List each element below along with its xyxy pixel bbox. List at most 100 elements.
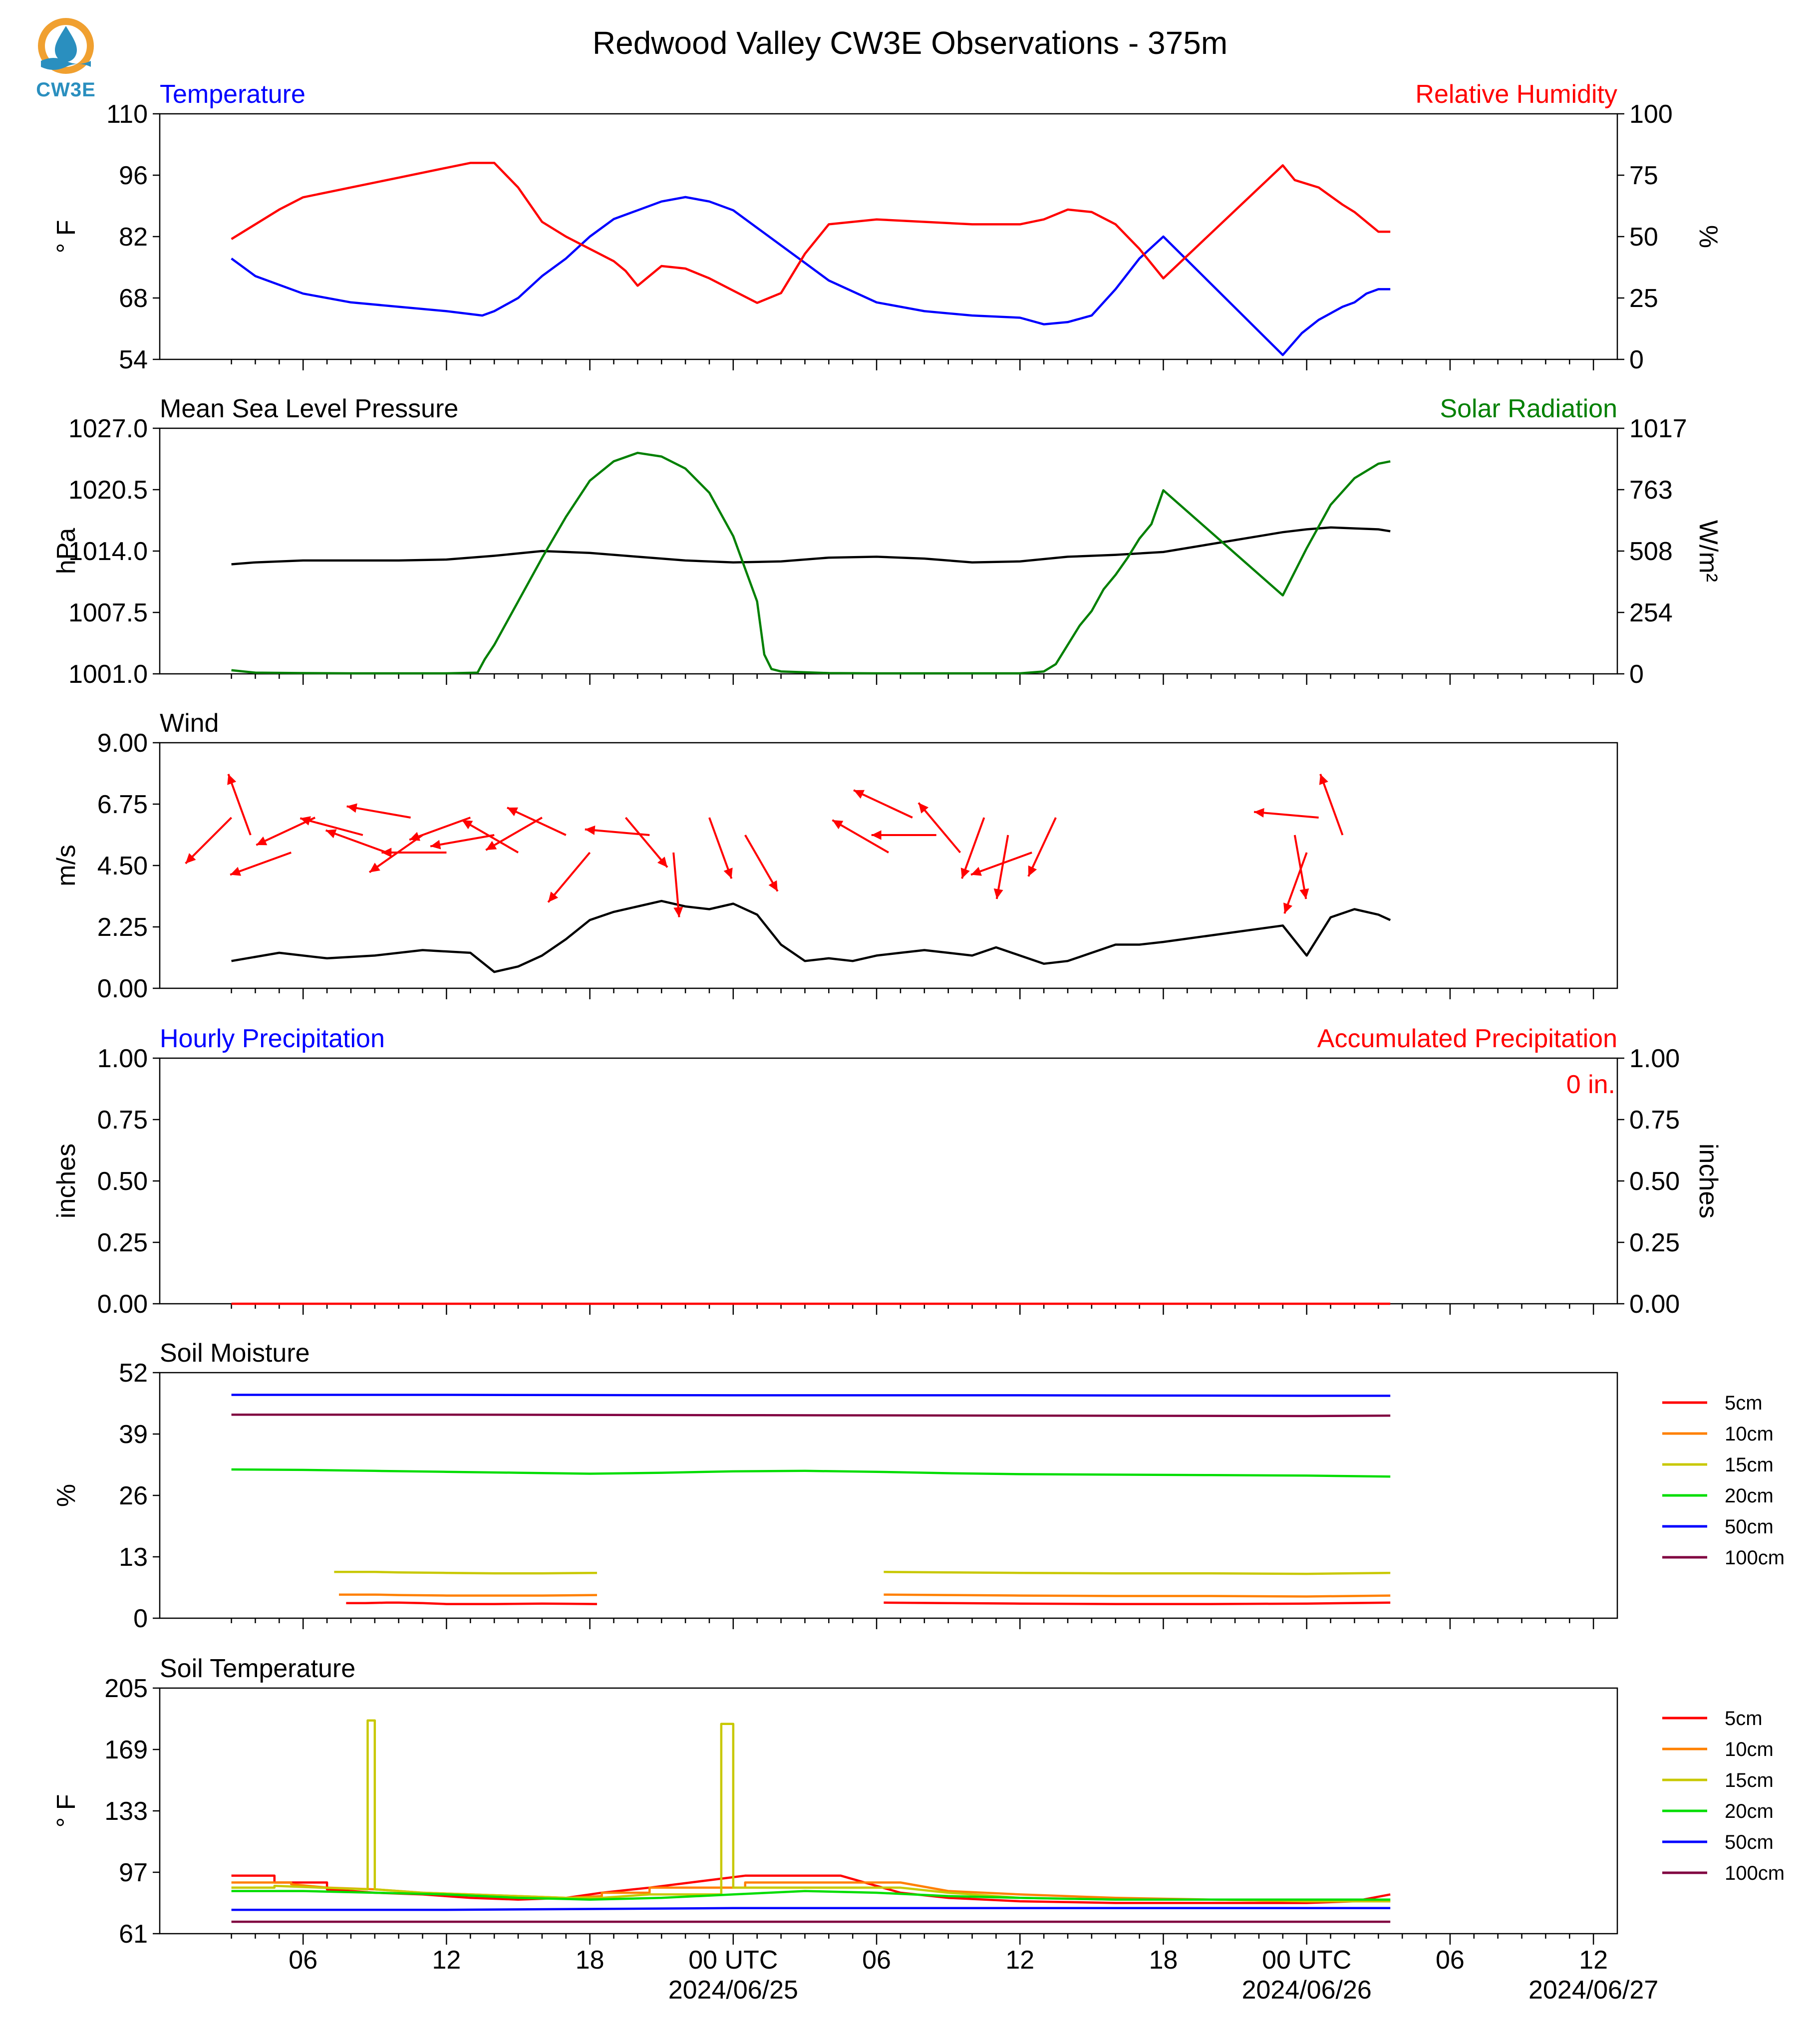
- wind-arrow-head: [993, 888, 1003, 899]
- wind-arrow-shaft: [368, 834, 423, 873]
- wind-arrow-head: [971, 867, 982, 876]
- wind-arrow: [960, 817, 985, 879]
- x-date-label: 2024/06/26: [1242, 1976, 1372, 2005]
- y2-tick-label: 763: [1629, 476, 1673, 505]
- series-line-5cm-seg-0: [231, 1874, 1391, 1904]
- panel-title-right: Solar Radiation: [1440, 394, 1617, 423]
- x-date-label: 2024/06/27: [1528, 1976, 1658, 2005]
- wind-arrow: [832, 819, 890, 854]
- logo-text: CW3E: [36, 79, 96, 101]
- wind-arrow-shaft: [300, 817, 363, 836]
- wind-arrow: [409, 817, 471, 841]
- wind-arrow-head: [369, 863, 380, 872]
- legend-label-5cm: 5cm: [1725, 1392, 1763, 1414]
- wind-arrow-shaft: [624, 817, 668, 868]
- wind-arrow-shaft: [485, 817, 543, 851]
- wind-arrow-head: [1028, 865, 1037, 876]
- wind-arrow: [368, 834, 423, 873]
- x-tick-label: 18: [1149, 1946, 1178, 1975]
- series-line-5cm-seg-0: [346, 1601, 598, 1605]
- x-tick-label: 12: [1579, 1946, 1608, 1975]
- y-tick-label: 1027.0: [68, 414, 148, 443]
- y2-tick-label: 25: [1629, 284, 1658, 313]
- series-line-50cm-seg-0: [231, 1394, 1391, 1397]
- y2-tick-label: 1017: [1629, 414, 1687, 443]
- wind-arrow-head: [768, 880, 778, 891]
- wind-arrow-shaft: [461, 819, 519, 854]
- y-tick-label: 1014.0: [68, 537, 148, 566]
- wind-arrow-head: [486, 841, 497, 850]
- wind-arrow-head: [1319, 774, 1328, 785]
- panel-title-right: Relative Humidity: [1415, 80, 1617, 109]
- wind-arrow: [744, 834, 779, 892]
- wind-arrow-shaft: [409, 817, 471, 841]
- y-tick-label: 169: [104, 1736, 148, 1764]
- cw3e-logo-icon: [38, 18, 94, 74]
- panel-title-right: Accumulated Precipitation: [1317, 1024, 1617, 1053]
- wind-arrow: [485, 817, 543, 851]
- series-line-15cm-seg-0: [231, 1719, 1391, 1903]
- wind-arrow: [461, 819, 519, 854]
- legend-label-10cm: 10cm: [1725, 1423, 1774, 1445]
- series-line-20cm-seg-0: [231, 1468, 1391, 1478]
- wind-arrow: [624, 817, 668, 868]
- y2-tick-label: 0.00: [1629, 1290, 1680, 1319]
- series-line-15cm-seg-0: [334, 1571, 598, 1575]
- wind-arrow-head: [346, 803, 357, 813]
- y2-tick-label: 100: [1629, 100, 1673, 129]
- y2-tick-label: 1.00: [1629, 1044, 1680, 1073]
- wind-arrow-head: [462, 820, 473, 830]
- y-axis-label: ° F: [52, 1794, 81, 1827]
- y-tick-label: 133: [104, 1797, 148, 1826]
- y2-tick-label: 50: [1629, 223, 1658, 252]
- wind-arrow-head: [256, 836, 268, 846]
- x-tick-label: 06: [289, 1946, 317, 1975]
- y-tick-label: 61: [119, 1920, 148, 1949]
- wind-arrow-shaft: [325, 829, 387, 854]
- y-axis-label: ° F: [52, 220, 81, 253]
- wind-arrow: [585, 825, 650, 836]
- series-line-left: [231, 196, 1391, 356]
- wind-arrow-shaft: [227, 774, 252, 836]
- wind-arrow-shaft: [708, 817, 733, 879]
- wind-arrow-shaft: [853, 789, 913, 819]
- y-tick-label: 0.00: [97, 1290, 148, 1319]
- wind-arrow-head: [657, 857, 668, 868]
- wind-arrow-head: [409, 832, 421, 841]
- wind-arrow-head: [673, 906, 683, 917]
- wind-arrow-head: [723, 868, 733, 879]
- legend-label-20cm: 20cm: [1725, 1485, 1774, 1507]
- wind-arrow-head: [300, 816, 311, 826]
- panel-wind: Wind 9.00 6.75 4.50 2.25 0.00 m/s: [52, 709, 1618, 1003]
- legend-label-100cm: 100cm: [1725, 1862, 1785, 1884]
- wind-arrow: [993, 835, 1009, 899]
- wind-arrow-head: [1299, 888, 1309, 899]
- series-line-right: [231, 452, 1391, 675]
- wind-arrow-head: [548, 891, 559, 902]
- y-tick-label: 1001.0: [68, 660, 148, 689]
- panel-frame: [159, 1687, 1618, 1935]
- wind-arrow-head: [507, 807, 518, 817]
- wind-arrow-shaft: [970, 852, 1032, 876]
- wind-arrow: [871, 830, 936, 840]
- wind-arrow: [430, 834, 495, 850]
- panel-title-left: Hourly Precipitation: [160, 1024, 385, 1053]
- panel-frame: [159, 427, 1618, 675]
- wind-arrow-shaft: [1319, 774, 1344, 836]
- legend-label-15cm: 15cm: [1725, 1454, 1774, 1476]
- wind-arrow-head: [832, 820, 844, 830]
- wind-arrow-shaft: [230, 852, 292, 876]
- panel-title-left: Wind: [160, 709, 219, 738]
- x-tick-label: 00 UTC: [1262, 1946, 1351, 1975]
- legend-label-50cm: 50cm: [1725, 1831, 1774, 1853]
- y2-tick-label: 0.25: [1629, 1228, 1680, 1257]
- panel-title-left: Soil Temperature: [160, 1654, 355, 1683]
- wind-arrow: [346, 803, 411, 819]
- wind-arrow-head: [918, 803, 929, 814]
- series-line-0: [231, 899, 1391, 973]
- y-axis-label: hPa: [52, 528, 81, 575]
- wind-arrow-shaft: [1027, 817, 1057, 877]
- y-tick-label: 6.75: [97, 790, 148, 819]
- wind-arrow-shaft: [744, 834, 779, 892]
- y-tick-label: 13: [119, 1543, 148, 1572]
